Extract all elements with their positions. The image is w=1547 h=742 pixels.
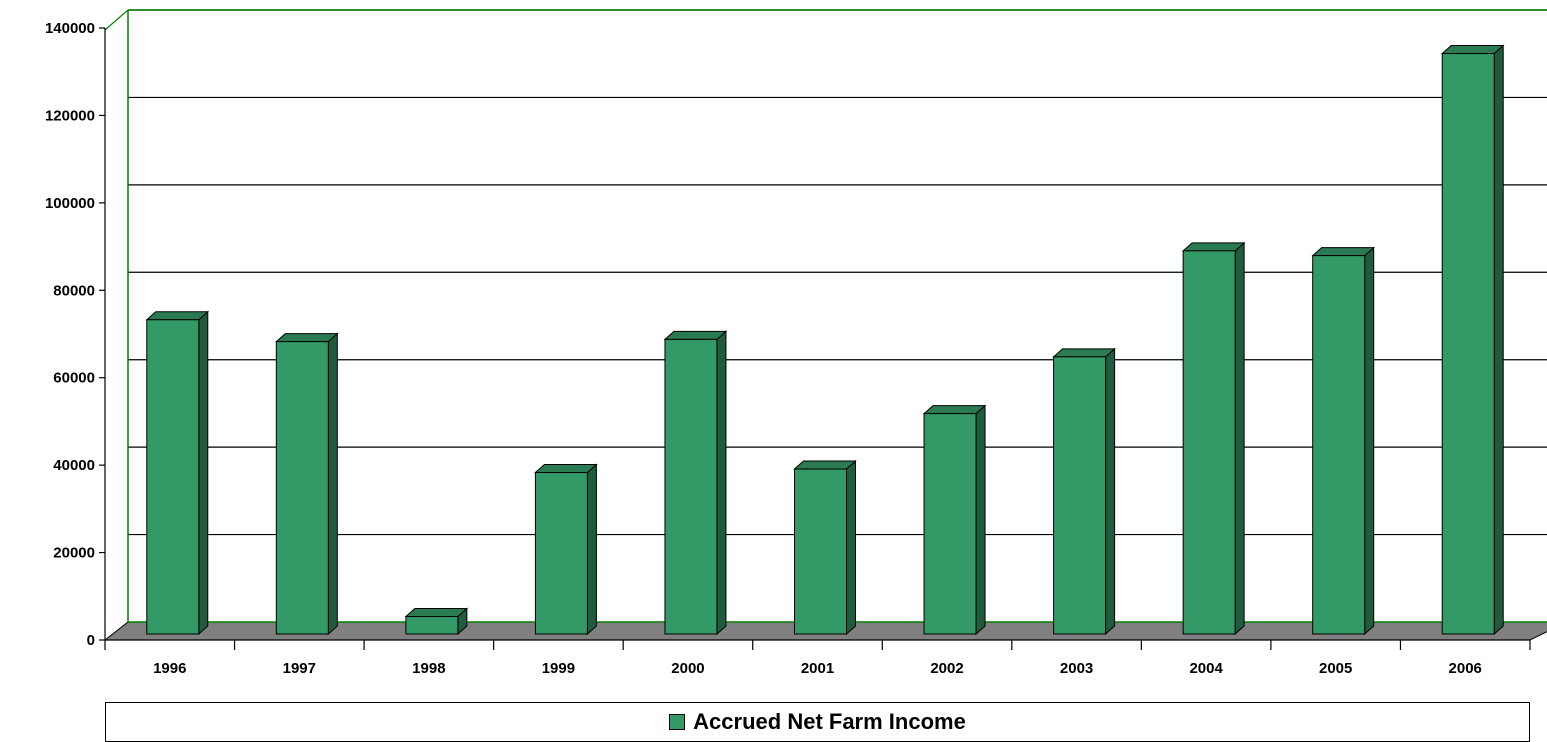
y-tick-label: 120000 (45, 107, 95, 124)
x-tick-label: 2005 (1319, 660, 1352, 677)
x-tick-label: 2006 (1449, 660, 1482, 677)
x-tick-label: 2004 (1189, 660, 1223, 677)
x-tick-label: 2000 (671, 660, 704, 677)
bar-side (846, 459, 856, 636)
y-tick-label: 100000 (45, 195, 95, 212)
legend-swatch (669, 714, 686, 730)
bar-front (664, 338, 718, 635)
x-tick-label: 1996 (153, 660, 186, 677)
bar-front (794, 468, 847, 635)
x-tick-label: 1997 (283, 660, 316, 677)
x-tick-label: 2002 (930, 660, 963, 677)
bar (1311, 246, 1375, 636)
x-tick-label: 2003 (1060, 660, 1093, 677)
bar (922, 404, 987, 636)
bar-front (275, 341, 329, 635)
bar-side (1105, 347, 1116, 636)
bar-side (716, 330, 727, 636)
chart-axes (99, 27, 1531, 650)
bar (1052, 347, 1116, 636)
y-tick-label: 0 (87, 632, 95, 649)
chart-bars (145, 44, 1505, 636)
bar-top (534, 464, 598, 474)
bar-side (1493, 44, 1504, 636)
bar-side (198, 310, 209, 636)
bar (145, 310, 210, 636)
bar-top (1440, 45, 1505, 55)
y-tick-labels: 0 20000 40000 60000 80000 100000 120000 140000 (45, 20, 95, 649)
bar (793, 459, 857, 636)
bar-front (1441, 53, 1495, 635)
bar-front (923, 413, 977, 635)
y-tick-label: 20000 (53, 545, 95, 562)
bar-front (1182, 250, 1236, 635)
bar (404, 607, 469, 636)
x-tick-label: 2001 (801, 660, 834, 677)
bar-front (1053, 356, 1107, 635)
bar-front (405, 616, 459, 635)
y-tick-label: 140000 (45, 20, 95, 37)
bar (275, 332, 339, 636)
bar-front (534, 472, 588, 635)
bar-side (327, 332, 338, 636)
bar-side (1364, 246, 1375, 636)
bar-top (404, 608, 469, 618)
bar-top (1181, 242, 1246, 252)
x-tick-label: 1999 (542, 660, 575, 677)
x-tick-labels: 1996 1997 1998 1999 2000 2001 2002 2003 2004 2005… (153, 660, 1482, 677)
wall-corner-edge (104, 9, 129, 31)
bar-side (1234, 241, 1245, 636)
bar-chart: 020000400006000080000100000120000140000 … (45, 9, 1547, 677)
bar (1181, 241, 1246, 636)
y-tick-label: 60000 (53, 370, 95, 387)
bar-top (1052, 348, 1116, 358)
bar (534, 463, 598, 636)
x-tick-label: 1998 (412, 660, 445, 677)
bar-side (975, 404, 986, 636)
bar-top (275, 333, 339, 343)
bar-front (1312, 255, 1366, 635)
bar (1440, 44, 1505, 636)
bar-front (146, 319, 200, 635)
bar-top (1311, 247, 1375, 257)
y-tick-label: 80000 (53, 282, 95, 299)
y-tick-label: 40000 (53, 457, 95, 474)
bar (663, 330, 728, 636)
legend: Accrued Net Farm Income (105, 702, 1530, 742)
bar-top (793, 460, 857, 470)
bar-top (922, 405, 987, 415)
bar-top (663, 330, 728, 340)
bar-top (145, 311, 210, 321)
bar-side (586, 463, 597, 636)
legend-label: Accrued Net Farm Income (693, 709, 966, 734)
